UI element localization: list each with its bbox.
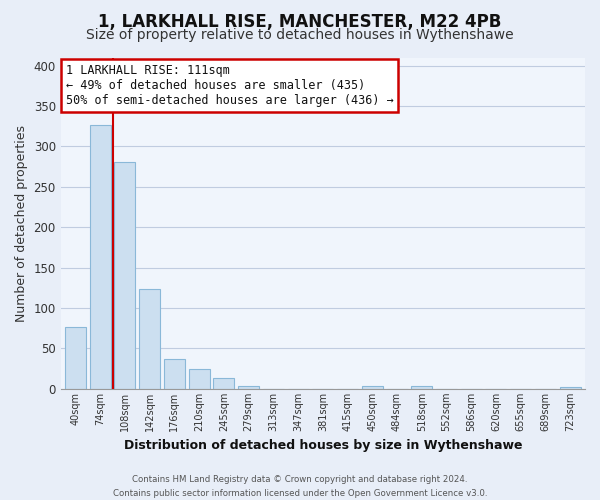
Text: Contains HM Land Registry data © Crown copyright and database right 2024.
Contai: Contains HM Land Registry data © Crown c…: [113, 476, 487, 498]
Bar: [65, 328, 86, 389]
Bar: [90, 124, 111, 389]
Bar: [214, 378, 235, 389]
Bar: [188, 370, 209, 389]
Bar: [560, 388, 581, 389]
Text: 1, LARKHALL RISE, MANCHESTER, M22 4PB: 1, LARKHALL RISE, MANCHESTER, M22 4PB: [98, 12, 502, 30]
Bar: [115, 162, 136, 389]
Bar: [139, 290, 160, 389]
X-axis label: Distribution of detached houses by size in Wythenshawe: Distribution of detached houses by size …: [124, 440, 522, 452]
Text: 1 LARKHALL RISE: 111sqm
← 49% of detached houses are smaller (435)
50% of semi-d: 1 LARKHALL RISE: 111sqm ← 49% of detache…: [66, 64, 394, 107]
Bar: [362, 386, 383, 389]
Bar: [411, 386, 432, 389]
Y-axis label: Number of detached properties: Number of detached properties: [15, 124, 28, 322]
Bar: [164, 359, 185, 389]
Text: Size of property relative to detached houses in Wythenshawe: Size of property relative to detached ho…: [86, 28, 514, 42]
Bar: [238, 386, 259, 389]
